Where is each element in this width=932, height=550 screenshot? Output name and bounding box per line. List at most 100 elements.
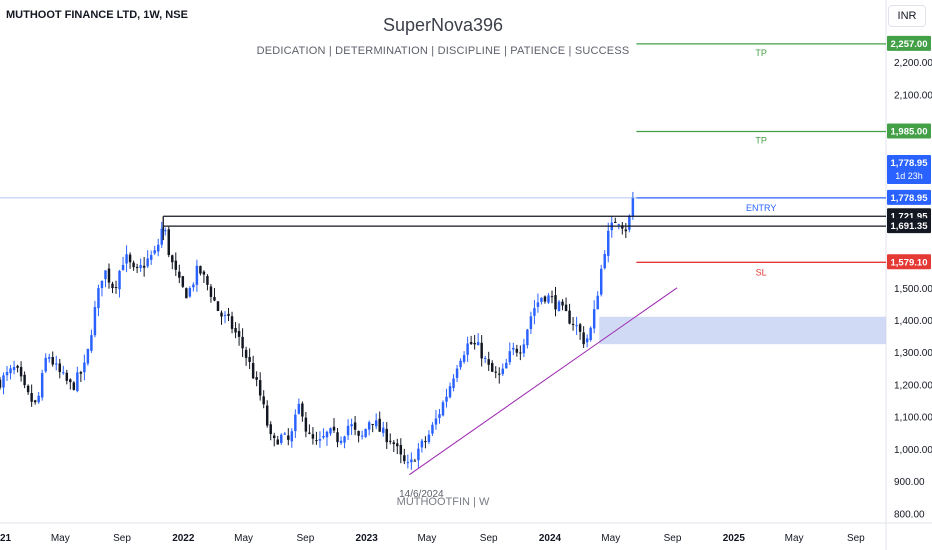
x-tick-label: Sep (664, 533, 682, 544)
currency-button[interactable]: INR (888, 5, 926, 27)
candle-body (135, 266, 139, 268)
y-tick-label: 900.00 (894, 477, 925, 488)
candle-body (522, 344, 526, 354)
candle-body (280, 434, 283, 443)
candle-body (441, 402, 445, 416)
candle-body (111, 283, 114, 289)
candle-body (406, 462, 410, 464)
candle-body (202, 271, 206, 275)
candle-body (554, 295, 557, 310)
candle-body (255, 377, 258, 380)
candle-body (371, 423, 374, 425)
candle-body (44, 357, 47, 372)
candle-body (9, 368, 12, 374)
candle-body (585, 338, 589, 343)
candle-body (325, 431, 329, 438)
x-tick-label: Sep (480, 533, 498, 544)
candle-body (178, 271, 181, 278)
candle-body (315, 440, 318, 442)
price-tag-label: 1,579.10 (891, 257, 928, 268)
candle-body (578, 324, 582, 332)
candle-body (262, 396, 265, 405)
candle-body (543, 296, 547, 302)
x-tick-label: May (785, 533, 804, 544)
candle-body (213, 297, 216, 301)
candle-body (160, 228, 163, 245)
candle-body (16, 365, 19, 368)
candle-body (329, 428, 332, 434)
y-tick-label: 1,000.00 (894, 445, 932, 456)
candle-body (237, 330, 241, 337)
candle-body (621, 225, 624, 229)
candle-body (19, 367, 23, 377)
y-tick-label: 1,100.00 (894, 413, 932, 424)
candle-body (156, 244, 160, 252)
price-tag (887, 254, 931, 270)
candle-body (505, 362, 508, 369)
price-tag-label: 2,257.00 (891, 39, 928, 50)
candle-body (434, 418, 438, 425)
candle-body (399, 445, 403, 455)
candle-body (76, 372, 79, 391)
candle-body (5, 372, 9, 376)
candle-body (624, 229, 628, 232)
candle-body (367, 422, 371, 430)
candle-body (508, 351, 512, 363)
candle-body (427, 434, 431, 443)
price-tag (887, 123, 931, 139)
candle-body (192, 284, 195, 288)
candle-body (490, 363, 494, 372)
brand-title: SuperNova396 (382, 15, 504, 35)
candle-body (501, 368, 505, 375)
candle-body (311, 434, 315, 439)
candle-body (575, 325, 578, 327)
x-tick-label: 2023 (356, 533, 379, 544)
candle-body (483, 357, 487, 359)
candle-body (269, 424, 272, 435)
candle-body (455, 368, 459, 378)
candle-body (283, 433, 287, 435)
candle-body (100, 280, 104, 289)
candle-body (251, 362, 255, 379)
price-tag-label: 1,691.35 (891, 221, 929, 232)
candle-body (199, 266, 202, 274)
candle-body (65, 372, 69, 381)
x-tick-label: 2025 (723, 533, 746, 544)
price-tag (887, 189, 931, 205)
candle-body (12, 367, 16, 371)
candle-body (533, 308, 536, 316)
x-tick-label: Sep (296, 533, 314, 544)
candle-body (273, 435, 276, 439)
candle-body (164, 230, 167, 232)
candle-body (104, 270, 107, 280)
candle-body (118, 270, 121, 290)
candle-body (181, 276, 185, 287)
demand-zone (599, 316, 886, 345)
candle-body (244, 349, 248, 358)
price-tag-label: 1,778.95 (891, 193, 929, 204)
candle-body (33, 400, 37, 403)
candle-body (322, 435, 325, 438)
price-tag (887, 35, 931, 51)
candle-body (47, 357, 51, 359)
candle-body (146, 258, 149, 267)
candle-body (381, 427, 385, 433)
y-tick-label: 2,200.00 (894, 58, 932, 69)
candle-body (357, 431, 360, 436)
candle-body (452, 378, 455, 388)
candle-body (230, 316, 234, 329)
candle-body (174, 260, 178, 270)
y-tick-label: 1,300.00 (894, 348, 932, 359)
candle-body (466, 343, 469, 355)
candle-body (550, 296, 554, 298)
candle-body (378, 418, 381, 432)
candle-body (459, 360, 462, 368)
y-tick-label: 2,100.00 (894, 90, 932, 101)
y-tick-label: 800.00 (894, 509, 925, 520)
candle-body (469, 342, 473, 344)
candle-body (343, 436, 346, 443)
candle-body (107, 268, 111, 283)
candle-body (494, 371, 497, 373)
candle-body (248, 356, 251, 362)
